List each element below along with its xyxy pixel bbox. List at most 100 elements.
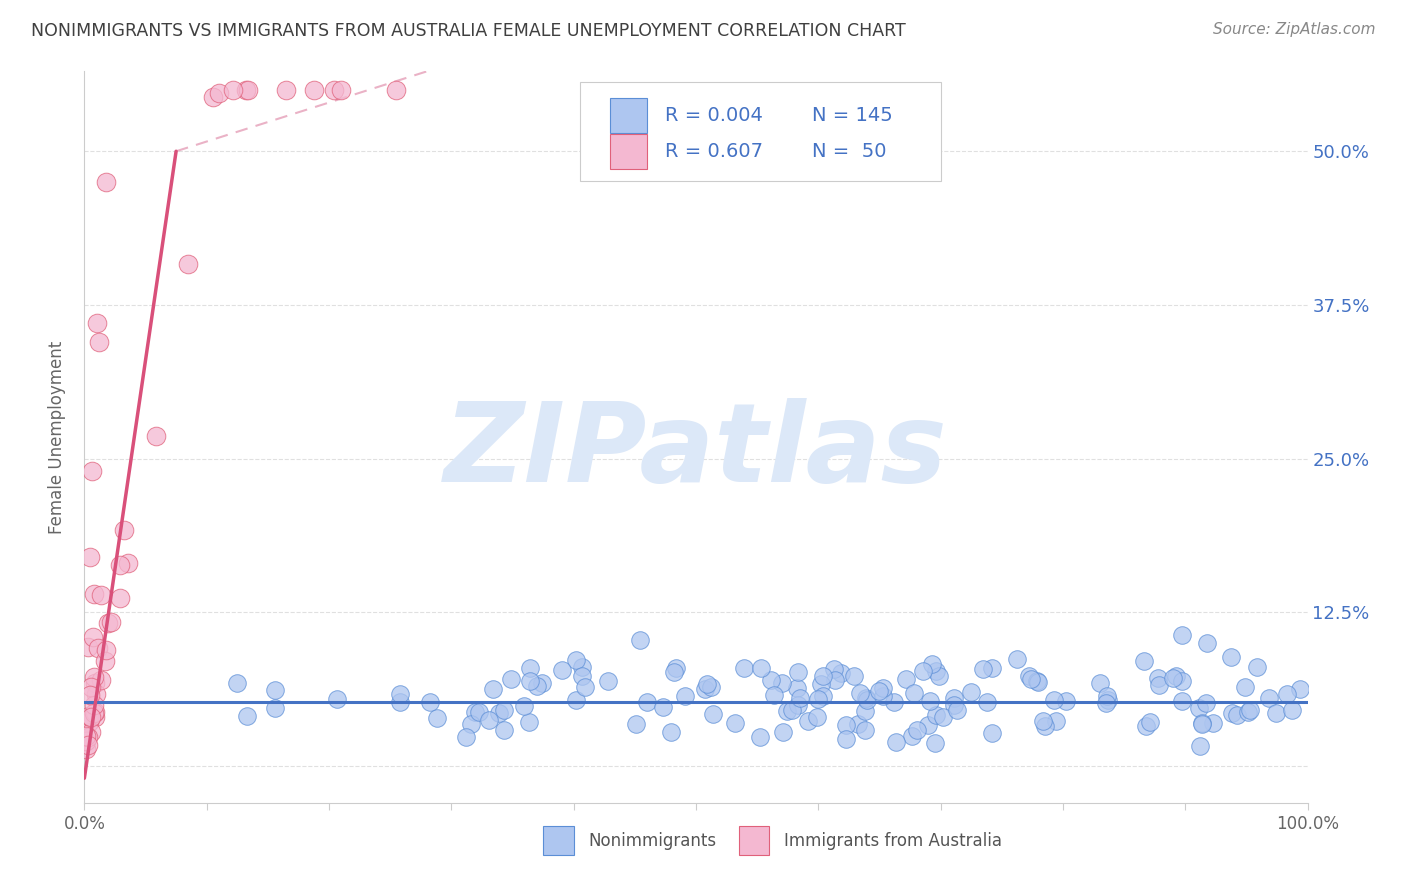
Point xyxy=(1032,714,1054,728)
Y-axis label: Female Unemployment: Female Unemployment xyxy=(48,341,66,533)
Point xyxy=(1171,628,1194,642)
Point xyxy=(921,657,943,671)
Point xyxy=(1097,692,1119,706)
Point xyxy=(96,175,118,189)
Point xyxy=(454,731,477,745)
Point xyxy=(807,691,830,706)
Point xyxy=(842,669,865,683)
Point xyxy=(1246,659,1268,673)
Point xyxy=(1018,669,1040,683)
Point xyxy=(811,690,834,704)
Point xyxy=(80,680,103,694)
Point xyxy=(1188,739,1211,753)
Point xyxy=(1147,671,1170,685)
Point xyxy=(82,630,104,644)
Point xyxy=(960,684,983,698)
Point xyxy=(77,640,100,654)
Point xyxy=(419,695,441,709)
Text: N =  50: N = 50 xyxy=(813,143,887,161)
Point xyxy=(925,707,948,722)
Point xyxy=(492,703,515,717)
Point xyxy=(80,464,103,478)
Point xyxy=(513,698,536,713)
Point xyxy=(75,715,97,730)
Point xyxy=(208,87,231,101)
Point xyxy=(526,679,548,693)
Point xyxy=(673,690,696,704)
Point xyxy=(83,676,105,690)
Point xyxy=(83,698,105,712)
Point xyxy=(108,591,131,606)
Point xyxy=(94,642,117,657)
Point xyxy=(1202,716,1225,731)
Point xyxy=(787,665,810,680)
Point xyxy=(499,673,522,687)
Point xyxy=(1043,693,1066,707)
Point xyxy=(796,714,818,728)
Point xyxy=(1139,714,1161,729)
Point xyxy=(468,705,491,719)
Point xyxy=(86,317,108,331)
Point xyxy=(1197,636,1219,650)
Point xyxy=(571,669,593,683)
Point xyxy=(90,588,112,602)
Point xyxy=(1033,718,1056,732)
Point xyxy=(917,718,939,732)
Point xyxy=(83,587,105,601)
Point xyxy=(79,708,101,723)
Point xyxy=(749,730,772,744)
Point xyxy=(759,673,782,687)
Point xyxy=(749,661,772,675)
Point xyxy=(571,660,593,674)
Point xyxy=(1026,673,1049,688)
Point xyxy=(426,711,449,725)
Point xyxy=(385,83,408,97)
Point xyxy=(79,688,101,702)
Point xyxy=(464,706,486,720)
Point xyxy=(1239,703,1261,717)
Point xyxy=(75,729,97,743)
Point xyxy=(1191,716,1213,731)
Point xyxy=(855,692,877,706)
Point xyxy=(942,691,965,706)
Point xyxy=(883,695,905,709)
Point xyxy=(325,692,347,706)
Point xyxy=(551,663,574,677)
Point xyxy=(1019,672,1042,686)
Point xyxy=(1026,674,1049,689)
Point xyxy=(810,677,832,691)
Text: Source: ZipAtlas.com: Source: ZipAtlas.com xyxy=(1212,22,1375,37)
Point xyxy=(108,558,131,573)
Text: R = 0.607: R = 0.607 xyxy=(665,143,763,161)
Point xyxy=(1265,706,1288,720)
Point xyxy=(598,673,620,688)
FancyBboxPatch shape xyxy=(738,826,769,855)
Point xyxy=(661,725,683,739)
Point xyxy=(1094,696,1116,710)
Point xyxy=(235,83,257,97)
Point xyxy=(696,677,718,691)
Point xyxy=(1164,669,1187,683)
Point xyxy=(846,716,869,731)
Point xyxy=(1191,717,1213,731)
Point xyxy=(1090,676,1112,690)
Point xyxy=(80,725,103,739)
Point xyxy=(519,674,541,689)
Point xyxy=(1220,706,1243,720)
Point xyxy=(903,686,925,700)
Point xyxy=(780,703,803,717)
Point xyxy=(274,83,297,97)
Point xyxy=(83,670,105,684)
Point xyxy=(1005,651,1028,665)
Point xyxy=(724,716,747,731)
Point xyxy=(202,90,225,104)
FancyBboxPatch shape xyxy=(579,82,941,181)
Point xyxy=(460,717,482,731)
Point xyxy=(981,661,1004,675)
Point xyxy=(733,661,755,675)
Point xyxy=(112,523,135,537)
Point xyxy=(323,83,346,97)
Point xyxy=(1257,690,1279,705)
Point xyxy=(1097,689,1119,703)
Point xyxy=(177,257,200,271)
